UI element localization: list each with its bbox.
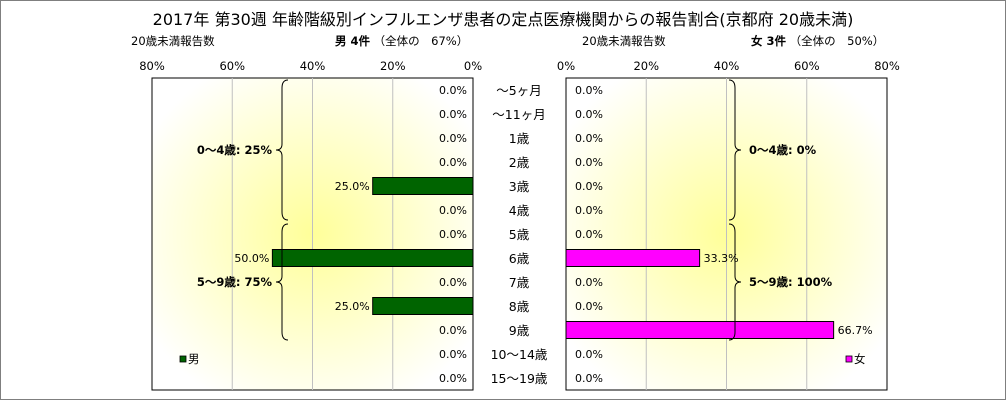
- female-group-brace: [728, 79, 742, 221]
- male-legend-swatch: [179, 355, 187, 363]
- female-tick-label: 0%: [557, 59, 575, 73]
- female-group-brace: [728, 223, 742, 341]
- female-legend-swatch: [845, 355, 853, 363]
- male-count: 男 4件: [335, 34, 371, 48]
- male-group-brace: [275, 79, 289, 221]
- male-share: （全体の 67%）: [373, 34, 469, 48]
- male-group-brace: [275, 223, 289, 341]
- male-legend-label: 男: [188, 352, 200, 366]
- male-value-label: 0.0%: [439, 324, 467, 337]
- male-tick-label: 60%: [219, 59, 245, 73]
- female-value-label: 0.0%: [575, 180, 603, 193]
- chart-title: 2017年 第30週 年齢階級別インフルエンザ患者の定点医療機関からの報告割合(…: [152, 10, 854, 29]
- age-category-label: 〜5ヶ月: [496, 83, 541, 98]
- age-category-label: 4歳: [509, 203, 530, 218]
- female-value-label: 66.7%: [838, 324, 873, 337]
- male-tick-label: 80%: [139, 59, 165, 73]
- male-value-label: 0.0%: [439, 132, 467, 145]
- female-bar: [565, 321, 835, 339]
- female-value-label: 0.0%: [575, 156, 603, 169]
- left-male-count-caption: 男 4件 （全体の 67%）: [335, 33, 468, 49]
- age-category-label: 5歳: [509, 227, 530, 242]
- male-bar: [372, 177, 474, 195]
- female-tick-label: 40%: [714, 59, 740, 73]
- male-value-label: 0.0%: [439, 228, 467, 241]
- male-tick-label: 20%: [380, 59, 406, 73]
- age-category-label: 8歳: [509, 299, 530, 314]
- female-value-label: 33.3%: [704, 252, 739, 265]
- male-value-label: 25.0%: [335, 300, 370, 313]
- male-tick-label: 40%: [300, 59, 326, 73]
- male-group-label: 5〜9歳: 75%: [197, 275, 273, 289]
- male-plot-area: 80% 60% 40% 20% 0% 0.0% 0.0% 0.0% 0.0% 25.0% 0.0% 0…: [139, 59, 482, 391]
- male-value-label: 0.0%: [439, 348, 467, 361]
- male-value-label: 0.0%: [439, 276, 467, 289]
- female-tick-label: 80%: [874, 59, 900, 73]
- age-category-label: 6歳: [509, 251, 530, 266]
- male-value-label: 25.0%: [335, 180, 370, 193]
- female-tick-label: 60%: [794, 59, 820, 73]
- female-bar: [565, 249, 701, 267]
- female-value-label: 0.0%: [575, 372, 603, 385]
- female-group-label: 0〜4歳: 0%: [749, 143, 817, 157]
- age-category-label: 9歳: [509, 323, 530, 338]
- female-value-label: 0.0%: [575, 348, 603, 361]
- right-female-count-caption: 女 3件 （全体の 50%）: [751, 33, 884, 49]
- male-value-label: 0.0%: [439, 204, 467, 217]
- male-value-label: 0.0%: [439, 156, 467, 169]
- right-report-count-caption: 20歳未満報告数: [582, 34, 666, 48]
- male-bar: [271, 249, 474, 267]
- female-value-label: 0.0%: [575, 228, 603, 241]
- age-category-label: 2歳: [509, 155, 530, 170]
- female-plot-area: 0% 20% 40% 60% 80% 0.0% 0.0% 0.0% 0.0% 0.0% 0.0% 0.…: [557, 59, 900, 391]
- age-category-label: 3歳: [509, 179, 530, 194]
- female-value-label: 0.0%: [575, 84, 603, 97]
- age-category-label: 10〜14歳: [491, 347, 548, 362]
- male-tick-label: 0%: [464, 59, 482, 73]
- female-value-label: 0.0%: [575, 300, 603, 313]
- female-value-label: 0.0%: [575, 108, 603, 121]
- female-legend-label: 女: [854, 352, 866, 366]
- male-value-label: 0.0%: [439, 108, 467, 121]
- female-value-label: 0.0%: [575, 132, 603, 145]
- age-category-label: 7歳: [509, 275, 530, 290]
- male-value-label: 0.0%: [439, 84, 467, 97]
- female-value-label: 0.0%: [575, 276, 603, 289]
- female-value-label: 0.0%: [575, 204, 603, 217]
- age-category-label: 〜11ヶ月: [492, 107, 545, 122]
- male-value-label: 50.0%: [234, 252, 269, 265]
- female-share: （全体の 50%）: [789, 34, 885, 48]
- age-category-labels: 〜5ヶ月〜11ヶ月 1歳 2歳 3歳 4歳 5歳 6歳 7歳 8歳 9歳 10〜14歳 15〜19歳: [491, 83, 548, 386]
- left-report-count-caption: 20歳未満報告数: [131, 34, 215, 48]
- female-count: 女 3件: [751, 34, 787, 48]
- age-category-label: 1歳: [509, 131, 530, 146]
- female-group-label: 5〜9歳: 100%: [749, 275, 833, 289]
- male-bar: [372, 297, 474, 315]
- male-value-label: 0.0%: [439, 372, 467, 385]
- age-category-label: 15〜19歳: [491, 371, 548, 386]
- female-tick-label: 20%: [633, 59, 659, 73]
- male-group-label: 0〜4歳: 25%: [197, 143, 273, 157]
